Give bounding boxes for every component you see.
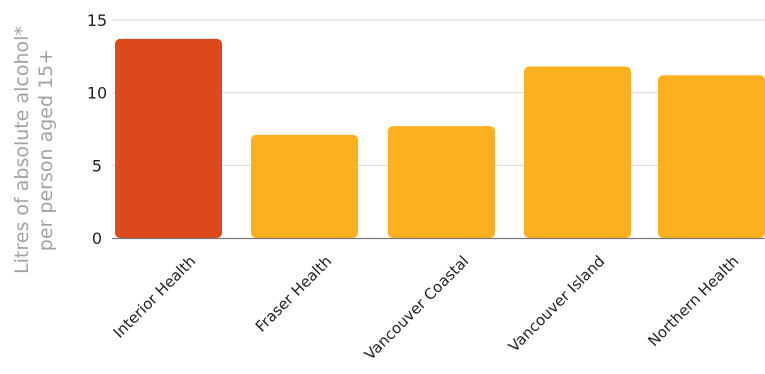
y-tick-0: 0 xyxy=(92,229,102,248)
x-tick-fraser-health: Fraser Health xyxy=(252,252,336,336)
y-axis-title-line-2: per person aged 15+ xyxy=(35,48,57,252)
x-tick-vancouver-island: Vancouver Island xyxy=(505,252,609,356)
x-tick-northern-health: Northern Health xyxy=(644,252,742,350)
x-tick-vancouver-coastal: Vancouver Coastal xyxy=(361,252,472,363)
bar-northern-health xyxy=(658,75,765,238)
y-tick-labels: 0 5 10 15 xyxy=(87,11,107,248)
bar-vancouver-island xyxy=(524,66,631,238)
x-tick-interior-health: Interior Health xyxy=(110,252,200,342)
bar-fraser-health xyxy=(251,134,358,238)
y-axis-title-line-1: Litres of absolute alcohol* xyxy=(11,26,33,274)
x-tick-labels: Interior Health Fraser Health Vancouver Co… xyxy=(110,252,743,363)
y-tick-15: 15 xyxy=(87,11,107,30)
bar-vancouver-coastal xyxy=(388,126,495,238)
bar-interior-health xyxy=(115,38,222,238)
y-tick-5: 5 xyxy=(92,156,102,175)
y-tick-10: 10 xyxy=(87,84,107,103)
bars xyxy=(115,38,765,238)
